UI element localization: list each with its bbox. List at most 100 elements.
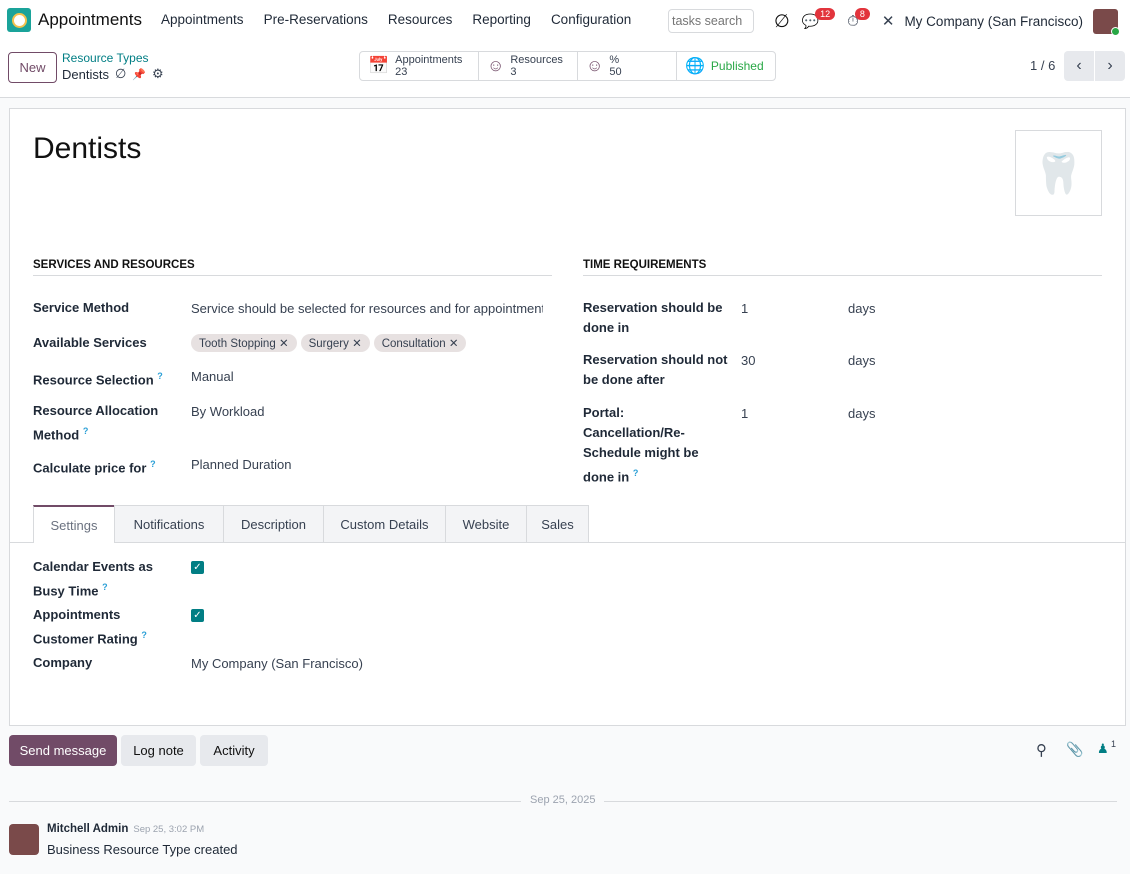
help-icon[interactable]: ? bbox=[157, 371, 163, 381]
reservation-not-after-label: Reservation should not be done after bbox=[583, 352, 728, 387]
tab-notifications[interactable]: Notifications bbox=[114, 505, 224, 542]
stat-label: Resources bbox=[510, 54, 563, 66]
tag-label: Tooth Stopping bbox=[199, 338, 276, 350]
portal-cancellation-label: Portal: Cancellation/Re-Schedule might b… bbox=[583, 405, 699, 485]
reservation-done-in-field[interactable]: 1 bbox=[741, 301, 749, 316]
message-header: Mitchell Admin Sep 25, 3:02 PM bbox=[47, 823, 204, 835]
discuss-icon[interactable]: ∅ bbox=[774, 10, 790, 31]
tasks-search-input[interactable] bbox=[668, 9, 754, 33]
calendar-busy-label: Calendar Events as Busy Time bbox=[33, 559, 153, 599]
calculate-price-field[interactable]: Planned Duration bbox=[191, 457, 292, 472]
app-logo-icon[interactable] bbox=[7, 8, 31, 32]
remove-tag-icon[interactable]: ✕ bbox=[352, 338, 362, 350]
message-body: Business Resource Type created bbox=[47, 842, 238, 857]
help-icon[interactable]: ? bbox=[150, 459, 156, 469]
smiley-icon: ☺ bbox=[586, 56, 604, 75]
remove-tag-icon[interactable]: ✕ bbox=[278, 338, 289, 350]
tag-label: Consultation bbox=[381, 338, 446, 350]
message-time: Sep 25, 3:02 PM bbox=[133, 824, 205, 835]
menu-appointments[interactable]: Appointments bbox=[161, 12, 244, 27]
followers-count: 1 bbox=[1111, 739, 1117, 749]
send-message-button[interactable]: Send message bbox=[9, 735, 117, 766]
company-switcher[interactable]: My Company (San Francisco) bbox=[904, 13, 1083, 29]
author-avatar[interactable] bbox=[9, 824, 39, 855]
tab-description[interactable]: Description bbox=[223, 505, 324, 542]
reservation-not-after-field[interactable]: 30 bbox=[741, 353, 756, 368]
resource-allocation-label: Resource Allocation Method bbox=[33, 403, 159, 443]
pager-prev-button[interactable]: ‹ bbox=[1064, 51, 1094, 81]
published-stat-button[interactable]: 🌐 Published bbox=[676, 51, 776, 81]
log-note-button[interactable]: Log note bbox=[121, 735, 196, 766]
menu-configuration[interactable]: Configuration bbox=[550, 12, 632, 27]
search-icon[interactable]: ⚲ bbox=[1036, 742, 1047, 759]
paperclip-icon[interactable]: 📎 bbox=[1066, 741, 1084, 757]
messages-badge: 12 bbox=[815, 8, 836, 20]
stat-label: % bbox=[609, 54, 620, 66]
menu-pre-reservations[interactable]: Pre-Reservations bbox=[263, 12, 368, 27]
calculate-price-label: Calculate price for bbox=[33, 460, 147, 476]
menu-resources[interactable]: Resources bbox=[387, 12, 453, 27]
unit-label: days bbox=[848, 301, 876, 316]
company-field[interactable]: My Company (San Francisco) bbox=[191, 656, 363, 671]
portal-cancellation-field[interactable]: 1 bbox=[741, 406, 749, 421]
time-section-title: TIME REQUIREMENTS bbox=[583, 259, 1102, 276]
activity-button[interactable]: Activity bbox=[200, 735, 268, 766]
calendar-busy-checkbox[interactable]: ✓ bbox=[191, 561, 204, 574]
remove-tag-icon[interactable]: ✕ bbox=[448, 338, 459, 350]
available-services-field[interactable]: Tooth Stopping ✕ Surgery ✕ Consultation ✕ bbox=[191, 334, 470, 352]
activities-icon[interactable]: ⏱ bbox=[847, 12, 859, 30]
main-menu: Appointments Pre-Reservations Resources … bbox=[161, 12, 631, 27]
user-avatar[interactable] bbox=[1093, 8, 1120, 36]
service-tag: Tooth Stopping ✕ bbox=[191, 334, 297, 352]
resource-allocation-field[interactable]: By Workload bbox=[191, 404, 265, 419]
reservation-done-in-label: Reservation should be done in bbox=[583, 300, 723, 335]
pager-value[interactable]: 1 / 6 bbox=[1030, 58, 1056, 73]
gear-icon[interactable]: ⚙ bbox=[152, 66, 164, 81]
tab-settings[interactable]: Settings bbox=[33, 505, 115, 543]
tab-sales[interactable]: Sales bbox=[526, 505, 589, 542]
tab-website[interactable]: Website bbox=[445, 505, 527, 542]
resource-selection-field[interactable]: Manual bbox=[191, 369, 234, 384]
record-title: Dentists bbox=[33, 132, 142, 165]
date-separator: Sep 25, 2025 bbox=[521, 794, 605, 806]
globe-icon: 🌐 bbox=[685, 58, 705, 75]
pin-icon[interactable]: 📌 bbox=[132, 68, 146, 81]
app-name[interactable]: Appointments bbox=[38, 10, 142, 29]
discuss-icon[interactable]: ∅ bbox=[114, 66, 127, 81]
form-sheet bbox=[9, 108, 1126, 726]
service-method-field[interactable]: Service should be selected for resources… bbox=[191, 301, 543, 316]
tabs-divider bbox=[10, 542, 1125, 543]
help-icon[interactable]: ? bbox=[632, 468, 639, 478]
navbar-systray: ∅ 💬 12 ⏱ 8 ✕ My Company (San Francisco) bbox=[668, 8, 1120, 36]
customer-rating-label: Appointments Customer Rating bbox=[33, 607, 138, 647]
help-icon[interactable]: ? bbox=[141, 630, 147, 640]
stat-value: 50 bbox=[609, 66, 622, 78]
menu-reporting[interactable]: Reporting bbox=[472, 12, 531, 27]
activities-badge: 8 bbox=[854, 8, 870, 20]
followers-icon[interactable]: ♟ bbox=[1097, 741, 1109, 756]
calendar-icon: 📅 bbox=[368, 56, 390, 75]
message-author[interactable]: Mitchell Admin bbox=[47, 823, 129, 835]
tag-label: Surgery bbox=[308, 338, 349, 350]
customer-rating-checkbox[interactable]: ✓ bbox=[191, 609, 204, 622]
breadcrumb-current: Dentists bbox=[62, 66, 109, 82]
services-section-title: SERVICES AND RESOURCES bbox=[33, 259, 552, 276]
new-button[interactable]: New bbox=[8, 52, 57, 83]
resource-selection-label: Resource Selection bbox=[33, 372, 154, 388]
resources-stat-button[interactable]: ☺ Resources 3 bbox=[478, 51, 578, 81]
messages-icon[interactable]: 💬 bbox=[801, 12, 820, 29]
breadcrumb-current-row: Dentists ∅ 📌 ⚙ bbox=[62, 66, 164, 82]
service-tag: Consultation ✕ bbox=[373, 334, 467, 352]
help-icon[interactable]: ? bbox=[82, 426, 89, 436]
pager-next-button[interactable]: › bbox=[1095, 51, 1125, 81]
unit-label: days bbox=[848, 353, 876, 368]
stat-value: 3 bbox=[510, 66, 517, 78]
help-icon[interactable]: ? bbox=[102, 582, 108, 592]
debug-tools-icon[interactable]: ✕ bbox=[881, 13, 895, 30]
rating-stat-button[interactable]: ☺ % 50 bbox=[577, 51, 677, 81]
record-image[interactable]: 🦷 bbox=[1015, 130, 1102, 216]
company-label: Company bbox=[33, 655, 93, 670]
tab-custom-details[interactable]: Custom Details bbox=[323, 505, 446, 542]
breadcrumb-resource-types[interactable]: Resource Types bbox=[62, 51, 149, 65]
appointments-stat-button[interactable]: 📅 Appointments 23 bbox=[359, 51, 479, 81]
